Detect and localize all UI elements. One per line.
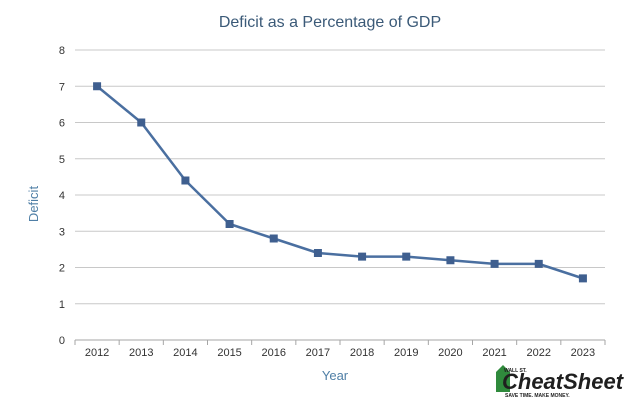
x-tick-label: 2016 <box>262 347 286 359</box>
y-tick-label: 0 <box>59 335 65 347</box>
x-axis: 2012 2013 2014 2015 2016 2017 2018 2019 2020 2021… <box>74 339 606 359</box>
series-line <box>93 82 587 283</box>
x-tick-label: 2023 <box>571 347 595 359</box>
x-tick-label: 2020 <box>438 347 462 359</box>
data-point <box>137 118 146 127</box>
data-point <box>269 234 278 243</box>
x-tick-label: 2012 <box>85 347 109 359</box>
data-point <box>402 252 411 261</box>
y-tick-label: 4 <box>59 190 65 202</box>
cheatsheet-logo: WALL ST. CheatSheet SAVE TIME. MAKE MONE… <box>496 365 625 399</box>
logo-brand: CheatSheet <box>502 369 625 394</box>
y-tick-label: 6 <box>59 118 65 130</box>
data-point <box>93 82 102 91</box>
y-axis-title: Deficit <box>26 186 41 223</box>
x-tick-label: 2013 <box>129 347 153 359</box>
x-tick-label: 2022 <box>527 347 551 359</box>
x-tick-label: 2017 <box>306 347 330 359</box>
data-point <box>534 259 543 268</box>
house-icon <box>496 365 510 392</box>
data-point <box>358 252 367 261</box>
y-tick-label: 2 <box>59 263 65 275</box>
series-line-path <box>96 85 584 280</box>
data-point <box>578 274 587 283</box>
y-tick-label: 3 <box>59 226 65 238</box>
x-tick-label: 2018 <box>350 347 374 359</box>
logo-tagline: SAVE TIME. MAKE MONEY. <box>505 393 570 399</box>
logo-top-text: WALL ST. <box>504 368 527 374</box>
y-axis-ticks: 0 1 2 3 4 5 6 7 8 <box>59 45 65 347</box>
chart-title: Deficit as a Percentage of GDP <box>219 14 441 31</box>
x-tick-label: 2019 <box>394 347 418 359</box>
data-point <box>490 259 499 268</box>
data-point <box>313 249 322 257</box>
x-tick-label: 2015 <box>217 347 241 359</box>
data-point <box>181 176 190 185</box>
y-tick-label: 8 <box>59 45 65 57</box>
x-tick-label: 2021 <box>482 347 506 359</box>
x-axis-title: Year <box>322 368 349 383</box>
y-tick-label: 5 <box>59 154 65 166</box>
gridlines <box>75 49 605 305</box>
data-point <box>446 256 455 265</box>
y-tick-label: 1 <box>59 299 65 311</box>
data-point <box>225 220 234 228</box>
x-tick-label: 2014 <box>173 347 197 359</box>
y-tick-label: 7 <box>59 81 65 93</box>
